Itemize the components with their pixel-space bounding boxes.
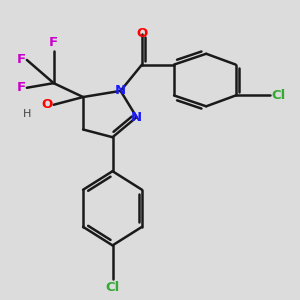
- Text: Cl: Cl: [272, 89, 286, 102]
- Text: O: O: [136, 27, 148, 40]
- Text: O: O: [41, 98, 52, 111]
- Text: N: N: [131, 111, 142, 124]
- Text: H: H: [23, 109, 31, 119]
- Text: F: F: [16, 53, 26, 67]
- Text: F: F: [16, 81, 26, 94]
- Text: Cl: Cl: [105, 281, 120, 294]
- Text: N: N: [115, 84, 126, 98]
- Text: F: F: [49, 36, 58, 49]
